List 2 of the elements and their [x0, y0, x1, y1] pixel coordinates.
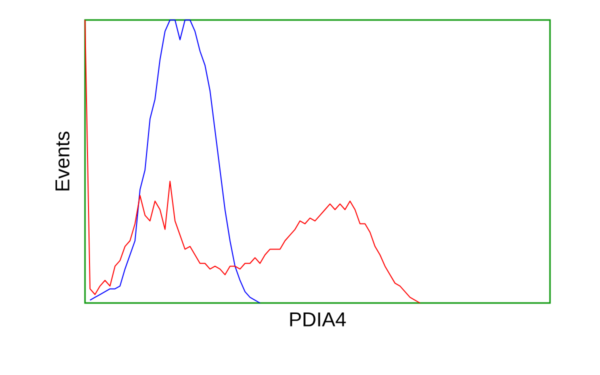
y-axis-title: Events [56, 132, 70, 190]
x-axis-title: PDIA4 [290, 312, 346, 326]
